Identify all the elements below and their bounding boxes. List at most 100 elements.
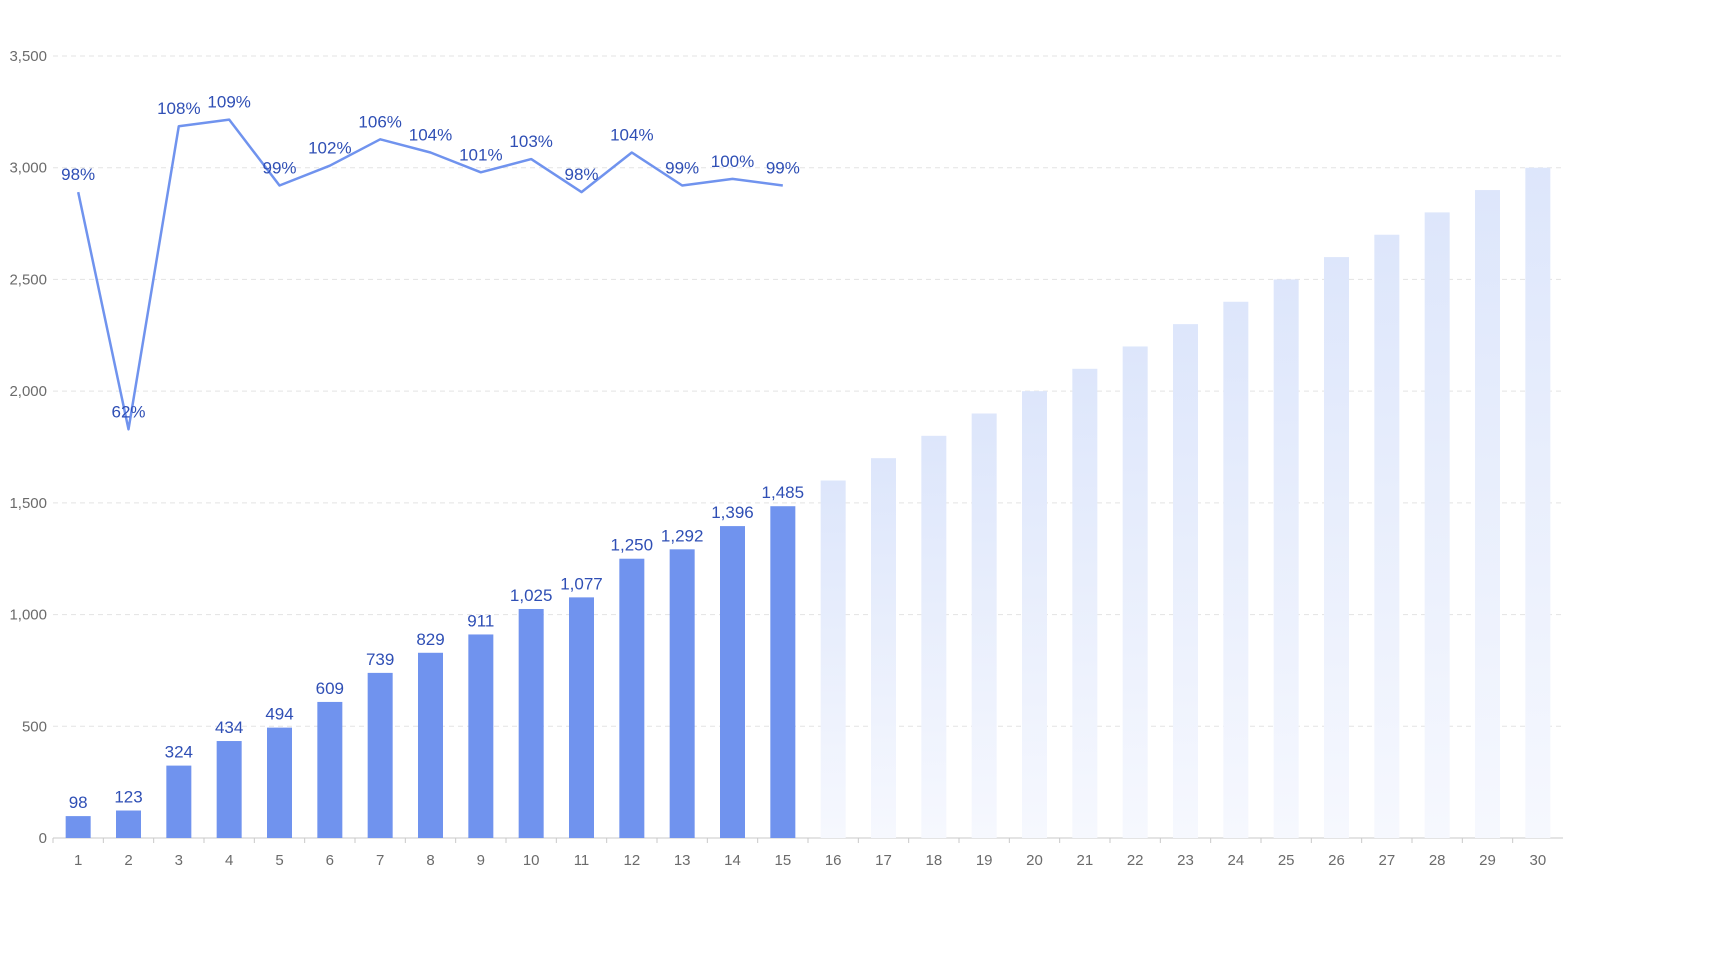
bar-value-label: 739	[366, 650, 394, 669]
x-tick-label: 9	[477, 852, 485, 869]
percent-label: 108%	[157, 99, 200, 118]
target-bar-23	[1173, 324, 1198, 839]
y-axis: 0 500 1,000 1,500 2,000 2,500 3,000 3,500	[9, 48, 47, 847]
percent-label: 98%	[564, 165, 598, 184]
bar-9	[468, 634, 494, 838]
y-tick-label: 3,000	[9, 160, 47, 177]
x-tick-label: 6	[326, 852, 334, 869]
y-tick-label: 2,500	[9, 271, 47, 288]
bar-10	[518, 608, 544, 838]
percent-line-series: 98% 62% 108% 109% 99% 102% 106% 104% 101% 103% 98%…	[61, 93, 800, 431]
target-bar-21	[1072, 368, 1098, 838]
percent-label: 101%	[459, 145, 502, 164]
x-tick-label: 21	[1076, 852, 1093, 869]
x-tick-label: 22	[1127, 852, 1144, 869]
percent-label: 100%	[711, 152, 754, 171]
target-bar-29	[1475, 190, 1500, 839]
percent-line	[76, 118, 783, 431]
bar-value-label: 1,396	[711, 503, 754, 522]
bar-value-label: 98	[69, 793, 88, 812]
bar-value-label: 911	[467, 611, 494, 630]
x-tick-label: 29	[1479, 852, 1496, 869]
y-tick-label: 0	[39, 830, 47, 847]
target-bar-30	[1525, 167, 1551, 838]
bar-4	[216, 741, 242, 838]
target-bar-16	[820, 480, 846, 838]
bar-value-label: 829	[416, 630, 444, 649]
x-tick-label: 17	[875, 852, 892, 869]
target-bar-18	[921, 435, 947, 838]
bar-2	[116, 810, 141, 838]
x-tick-label: 10	[523, 852, 540, 869]
x-tick-label: 28	[1429, 852, 1446, 869]
bar-value-label: 324	[165, 743, 193, 762]
x-axis: 1 2 3 4 5 6 7 8 9 10 11 12 13 14 15 16 17 18 19 20 21 22 23 24 2…	[52, 838, 1546, 869]
bar-15	[770, 506, 796, 838]
percent-label: 106%	[358, 112, 401, 131]
bar-value-label: 1,025	[510, 586, 553, 605]
bar-5	[267, 727, 292, 838]
percent-label: 103%	[509, 132, 552, 151]
bar-6	[317, 701, 343, 838]
bar-11	[569, 597, 594, 838]
y-tick-label: 500	[22, 718, 47, 735]
x-tick-label: 23	[1177, 852, 1194, 869]
x-tick-label: 26	[1328, 852, 1345, 869]
percent-label: 104%	[610, 126, 653, 145]
bar-value-label: 1,077	[560, 574, 603, 593]
bar-13	[669, 549, 695, 838]
target-bar-26	[1324, 257, 1349, 839]
percent-label: 98%	[61, 165, 95, 184]
percent-label: 109%	[207, 93, 250, 112]
bar-value-label: 1,250	[611, 536, 654, 555]
x-tick-label: 14	[724, 852, 741, 869]
target-bar-19	[971, 413, 997, 838]
bar-3	[166, 765, 192, 838]
x-tick-label: 20	[1026, 852, 1043, 869]
bar-value-label: 494	[265, 705, 293, 724]
bar-12	[619, 558, 645, 838]
percent-label: 99%	[665, 158, 699, 177]
y-tick-label: 3,500	[9, 48, 47, 65]
bar-14	[720, 526, 745, 838]
bar-value-label: 123	[114, 788, 142, 807]
target-bar-25	[1273, 279, 1299, 838]
x-tick-label: 8	[426, 852, 434, 869]
x-tick-label: 3	[175, 852, 183, 869]
percent-label: 62%	[111, 402, 145, 421]
x-tick-label: 30	[1529, 852, 1546, 869]
x-tick-label: 19	[976, 852, 993, 869]
x-tick-label: 15	[774, 852, 791, 869]
x-tick-label: 1	[74, 852, 82, 869]
target-bar-24	[1223, 301, 1249, 838]
percent-label: 102%	[308, 139, 351, 158]
y-tick-label: 1,500	[9, 495, 47, 512]
percent-label: 99%	[262, 158, 296, 177]
target-bar-17	[871, 458, 896, 838]
bar-1	[65, 816, 91, 838]
bar-7	[367, 672, 393, 838]
bar-value-label: 1,292	[661, 526, 704, 545]
bar-value-label: 434	[215, 718, 243, 737]
x-tick-label: 4	[225, 852, 233, 869]
target-bar-27	[1374, 234, 1400, 838]
x-tick-label: 13	[674, 852, 691, 869]
x-tick-label: 11	[574, 852, 590, 869]
target-bar-20	[1022, 391, 1047, 838]
x-tick-label: 2	[124, 852, 132, 869]
x-tick-label: 5	[275, 852, 283, 869]
percent-label: 99%	[766, 158, 800, 177]
x-tick-label: 18	[925, 852, 942, 869]
x-tick-label: 16	[825, 852, 842, 869]
percent-label: 104%	[409, 126, 452, 145]
y-tick-label: 2,000	[9, 383, 47, 400]
x-tick-label: 7	[376, 852, 384, 869]
x-tick-label: 25	[1278, 852, 1295, 869]
bar-series: 98 123 324 434 494 609 739 829 911 1,025 1,077 1,25…	[65, 167, 1551, 839]
target-bar-28	[1424, 212, 1450, 838]
x-tick-label: 27	[1378, 852, 1395, 869]
x-tick-label: 12	[623, 852, 640, 869]
bar-value-label: 609	[316, 679, 344, 698]
bar-8	[418, 652, 443, 838]
